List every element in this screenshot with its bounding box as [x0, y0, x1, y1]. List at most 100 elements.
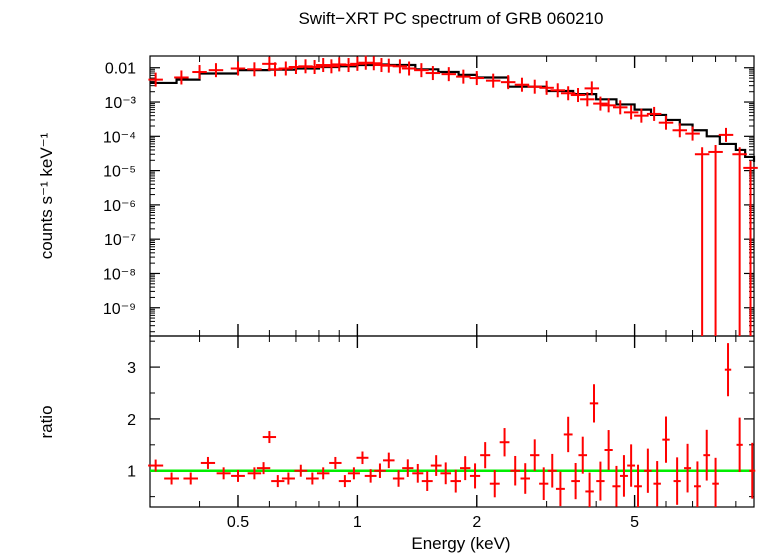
ratio-data-point	[653, 461, 661, 507]
x-tick-label: 2	[472, 514, 481, 531]
y-tick-label: 10⁻⁴	[103, 129, 136, 146]
ratio-data-point	[356, 451, 369, 465]
y-tick-label: 10⁻⁵	[103, 164, 136, 181]
ratio-data-point	[749, 442, 756, 499]
spectrum-data-point	[148, 72, 163, 87]
spectrum-data-point	[174, 70, 189, 85]
ratio-data-point	[440, 462, 452, 485]
y-tick-label: 10⁻⁹	[103, 301, 136, 318]
spectrum-data-point	[612, 100, 628, 115]
ratio-data-point	[619, 455, 628, 497]
ratio-data-point	[724, 343, 732, 397]
ratio-data-point	[421, 471, 433, 491]
spectrum-data-point	[315, 58, 331, 73]
spectrum-data-point	[584, 81, 600, 96]
ratio-data-point	[450, 469, 461, 493]
spectrum-data-point	[580, 92, 595, 107]
ratio-data-point	[644, 448, 652, 493]
x-tick-label: 0.5	[227, 514, 249, 531]
ratio-data-point	[294, 464, 308, 477]
ratio-data-point	[712, 457, 719, 507]
x-axis-label: Energy (keV)	[411, 534, 510, 553]
ratio-data-point	[430, 455, 442, 476]
spectrum-data-point	[456, 69, 471, 84]
chart-title: Swift−XRT PC spectrum of GRB 060210	[298, 9, 603, 28]
spectrum-data-point	[646, 106, 662, 121]
ratio-data-point	[585, 472, 594, 507]
ratio-data-point	[547, 453, 557, 488]
spectrum-data-point	[718, 127, 734, 142]
ratio-data-point	[469, 463, 481, 489]
ratio-data-point	[612, 465, 621, 507]
spectrum-data-point	[743, 160, 758, 336]
spectrum-data-point	[341, 58, 356, 73]
upper-y-axis-label: counts s⁻¹ keV⁻¹	[37, 132, 56, 259]
ratio-data-point	[510, 455, 521, 486]
ratio-y-tick-label: 2	[127, 412, 136, 429]
spectrum-data-point	[634, 108, 649, 123]
spectrum-data-point	[414, 63, 429, 78]
lower-y-axis-label: ratio	[37, 405, 56, 438]
ratio-data-point	[662, 416, 670, 463]
spectrum-data-point	[694, 147, 710, 336]
spectrum-data-point	[708, 144, 723, 336]
ratio-data-point	[520, 463, 530, 494]
spectrum-data-point	[441, 67, 457, 82]
spectrum-data-point	[401, 61, 417, 76]
y-tick-label: 10⁻⁶	[103, 198, 136, 215]
ratio-data-point	[183, 472, 198, 485]
ratio-data-point	[604, 430, 613, 470]
ratio-data-point	[571, 462, 580, 500]
spectrum-data-point	[247, 62, 262, 77]
spectrum-data-point	[658, 115, 674, 130]
ratio-data-point	[539, 467, 549, 501]
ratio-data-point	[460, 456, 471, 481]
y-tick-label: 10⁻⁷	[104, 232, 136, 249]
ratio-data-point	[555, 471, 565, 507]
ratio-data-point	[231, 469, 245, 482]
spectrum-y-ticks: 0.01 10⁻³ 10⁻⁴ 10⁻⁵ 10⁻⁶ 10⁻⁷ 10⁻⁸ 10⁻⁹	[103, 61, 754, 333]
ratio-data-point	[589, 384, 599, 423]
spectrum-data-point	[601, 98, 616, 113]
spectrum-data-point	[560, 86, 576, 101]
spectrum-data-point	[278, 61, 294, 76]
ratio-panel-frame	[149, 335, 755, 508]
x-tick-label: 5	[630, 514, 639, 531]
y-tick-label: 0.01	[105, 61, 136, 78]
ratio-data-point	[578, 436, 588, 474]
ratio-y-tick-label: 1	[127, 464, 136, 481]
ratio-data-layer	[148, 343, 756, 507]
ratio-data-point	[216, 467, 231, 480]
spectrum-data-point	[392, 59, 408, 74]
spectrum-data-point	[550, 83, 565, 98]
ratio-data-point	[634, 464, 642, 507]
spectrum-data-point	[350, 56, 365, 71]
ratio-data-point	[383, 452, 395, 469]
spectrum-data-point	[527, 79, 542, 94]
ratio-data-point	[489, 470, 500, 498]
ratio-data-point	[256, 462, 271, 475]
ratio-data-point	[673, 457, 681, 505]
ratio-data-point	[200, 456, 216, 469]
ratio-data-point	[148, 459, 164, 472]
ratio-data-point	[480, 442, 491, 469]
ratio-data-point	[736, 417, 743, 473]
ratio-data-point	[338, 475, 351, 488]
ratio-ticks: 0.5 1 2 5 1 2 3	[127, 56, 755, 531]
ratio-data-point	[563, 416, 573, 453]
ratio-data-point	[281, 472, 295, 485]
ratio-data-point	[412, 463, 424, 483]
ratio-data-point	[402, 459, 414, 477]
spectrum-data-point	[192, 65, 207, 80]
ratio-data-point	[392, 470, 405, 487]
ratio-data-point	[703, 429, 711, 481]
ratio-data-point	[329, 456, 342, 469]
ratio-data-point	[364, 469, 377, 483]
spectrum-data-point	[672, 123, 688, 138]
y-tick-label: 10⁻⁸	[103, 266, 136, 283]
ratio-data-point	[596, 461, 605, 501]
ratio-data-point	[271, 475, 285, 488]
spectrum-data-point	[425, 66, 441, 81]
spectrum-data-point	[514, 77, 530, 92]
